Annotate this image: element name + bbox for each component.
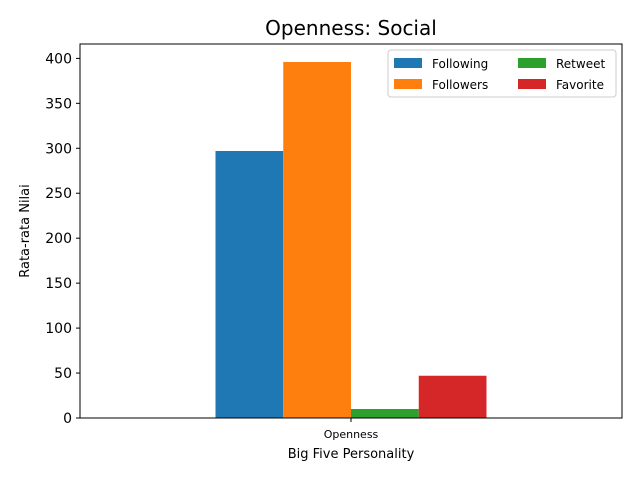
legend-box [387, 49, 617, 98]
y-tick-label: 400 [45, 51, 72, 67]
bar-followers [283, 61, 351, 418]
legend-label-retweet: Retweet [556, 57, 605, 71]
x-tick-label: Openness [324, 428, 379, 441]
y-tick-label: 150 [45, 276, 72, 292]
y-tick-label: 0 [63, 411, 72, 427]
chart-title: Openness: Social [265, 16, 437, 40]
legend-swatch-favorite [518, 79, 546, 89]
bar-favorite [418, 375, 487, 418]
legend-swatch-followers [394, 79, 422, 89]
legend: Following Followers Retweet Favorite [387, 49, 617, 98]
bar-following [215, 150, 284, 418]
y-tick-label: 100 [45, 321, 72, 337]
axes-frame [79, 43, 623, 419]
legend-label-followers: Followers [432, 78, 488, 92]
y-axis-label: Rata-rata Nilai [18, 184, 33, 278]
legend-swatch-following [394, 58, 422, 68]
legend-label-following: Following [432, 57, 488, 71]
y-tick-label: 250 [45, 186, 72, 202]
y-tick-label: 50 [54, 366, 72, 382]
legend-label-favorite: Favorite [556, 78, 604, 92]
y-tick-label: 200 [45, 231, 72, 247]
x-axis-label: Big Five Personality [288, 447, 415, 462]
legend-swatch-retweet [518, 58, 546, 68]
y-tick-label: 300 [45, 141, 72, 157]
plot-area: Openness 0 50 100 150 200 250 300 350 400 [45, 43, 623, 441]
bar-retweet [351, 409, 419, 418]
y-tick-label: 350 [45, 96, 72, 112]
